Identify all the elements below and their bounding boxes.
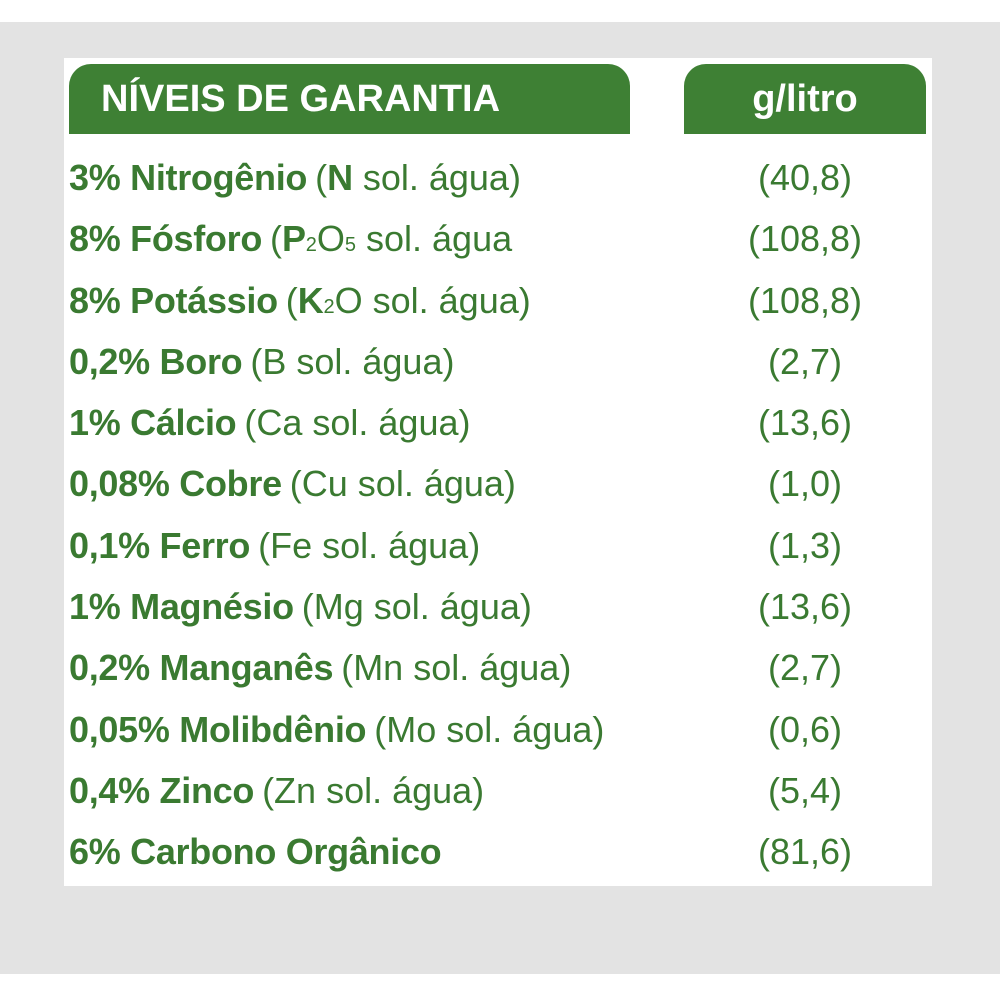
table-row: 0,1% Ferro (Fe sol. água) (1,3) <box>69 518 929 579</box>
table-row: 1% Cálcio (Ca sol. água) (13,6) <box>69 395 929 456</box>
nutrient-detail: (K2O sol. água) <box>285 279 531 321</box>
nutrient-value: (2,7) <box>767 647 843 689</box>
nutrient-value: (1,0) <box>767 463 843 505</box>
nutrient-name: 3% Nitrogênio <box>69 157 308 198</box>
nutrient-detail: (Mg sol. água) <box>301 586 532 628</box>
table-row: 6% Carbono Orgânico (81,6) <box>69 824 929 885</box>
nutrient-label: 6% Carbono Orgânico <box>69 824 442 880</box>
nutrient-value: (13,6) <box>757 402 853 444</box>
nutrient-name: 0,2% Manganês <box>69 647 334 689</box>
nutrient-detail: (P2O5 sol. água <box>270 218 513 260</box>
nutrient-name: 1% Cálcio <box>69 402 237 444</box>
nutrient-label: 1% Magnésio (Mg sol. água) <box>69 579 532 635</box>
nutrient-detail: (Cu sol. água) <box>289 463 516 505</box>
table-row: 0,05% Molibdênio (Mo sol. água) (0,6) <box>69 702 929 763</box>
nutrient-name: 0,2% Boro <box>69 340 243 382</box>
table-row: 0,2% Manganês (Mn sol. água) (2,7) <box>69 640 929 701</box>
nutrient-label: 0,2% Manganês (Mn sol. água) <box>69 640 571 696</box>
table-row: 0,2% Boro (B sol. água) (2,7) <box>69 334 929 395</box>
nutrient-name: 1% Magnésio <box>69 586 294 628</box>
table-row: 0,08% Cobre (Cu sol. água) (1,0) <box>69 456 929 517</box>
nutrient-value: (5,4) <box>767 769 843 811</box>
table-row: 3% Nitrogênio (N sol. água) (40,8) <box>69 150 929 211</box>
nutrient-value: (2,7) <box>767 340 843 382</box>
nutrient-label: 3% Nitrogênio (N sol. água) <box>69 150 521 206</box>
nutrient-value: (1,3) <box>767 524 843 566</box>
nutrient-name: 0,1% Ferro <box>69 524 251 566</box>
table-row: 8% Potássio (K2O sol. água) (108,8) <box>69 273 929 334</box>
nutrient-label: 0,05% Molibdênio (Mo sol. água) <box>69 702 604 758</box>
nutrient-label: 1% Cálcio (Ca sol. água) <box>69 395 470 451</box>
guarantee-levels-header: NÍVEIS DE GARANTIA <box>69 64 630 134</box>
nutrient-label: 0,2% Boro (B sol. água) <box>69 334 454 390</box>
nutrient-detail: (Mn sol. água) <box>341 647 572 689</box>
nutrient-rows: 3% Nitrogênio (N sol. água) (40,8) 8% Fós… <box>69 150 929 886</box>
nutrient-detail: (B sol. água) <box>250 340 455 382</box>
nutrient-detail: (Fe sol. água) <box>258 524 481 566</box>
nutrient-value: (108,8) <box>747 279 863 321</box>
nutrient-label: 8% Potássio (K2O sol. água) <box>69 273 531 335</box>
unit-header: g/litro <box>684 64 926 134</box>
table-row: 0,4% Zinco (Zn sol. água) (5,4) <box>69 763 929 824</box>
nutrient-name: 0,4% Zinco <box>69 769 255 811</box>
nutrient-detail: (Ca sol. água) <box>244 402 471 444</box>
table-row: 8% Fósforo (P2O5 sol. água (108,8) <box>69 211 929 272</box>
nutrient-value: (108,8) <box>747 218 863 260</box>
guarantee-table: NÍVEIS DE GARANTIA g/litro 3% Nitrogênio… <box>64 58 932 886</box>
nutrient-value: (81,6) <box>757 831 853 873</box>
nutrient-name: 0,08% Cobre <box>69 463 282 505</box>
nutrient-detail: (Mo sol. água) <box>374 708 605 750</box>
table-row: 1% Magnésio (Mg sol. água) (13,6) <box>69 579 929 640</box>
nutrient-detail: (Zn sol. água) <box>262 769 485 811</box>
nutrient-name: 6% Carbono Orgânico <box>69 831 442 873</box>
nutrient-label: 0,08% Cobre (Cu sol. água) <box>69 456 516 512</box>
nutrient-name: 0,05% Molibdênio <box>69 708 367 750</box>
nutrient-name: 8% Fósforo <box>69 218 263 260</box>
nutrient-value: (0,6) <box>767 708 843 750</box>
nutrient-value: (13,6) <box>757 586 853 628</box>
nutrient-detail: (N sol. água) <box>315 157 521 198</box>
nutrient-label: 0,4% Zinco (Zn sol. água) <box>69 763 484 819</box>
nutrient-value: (40,8) <box>757 157 853 198</box>
nutrient-label: 0,1% Ferro (Fe sol. água) <box>69 518 480 574</box>
nutrient-label: 8% Fósforo (P2O5 sol. água <box>69 211 512 273</box>
nutrient-name: 8% Potássio <box>69 279 278 321</box>
